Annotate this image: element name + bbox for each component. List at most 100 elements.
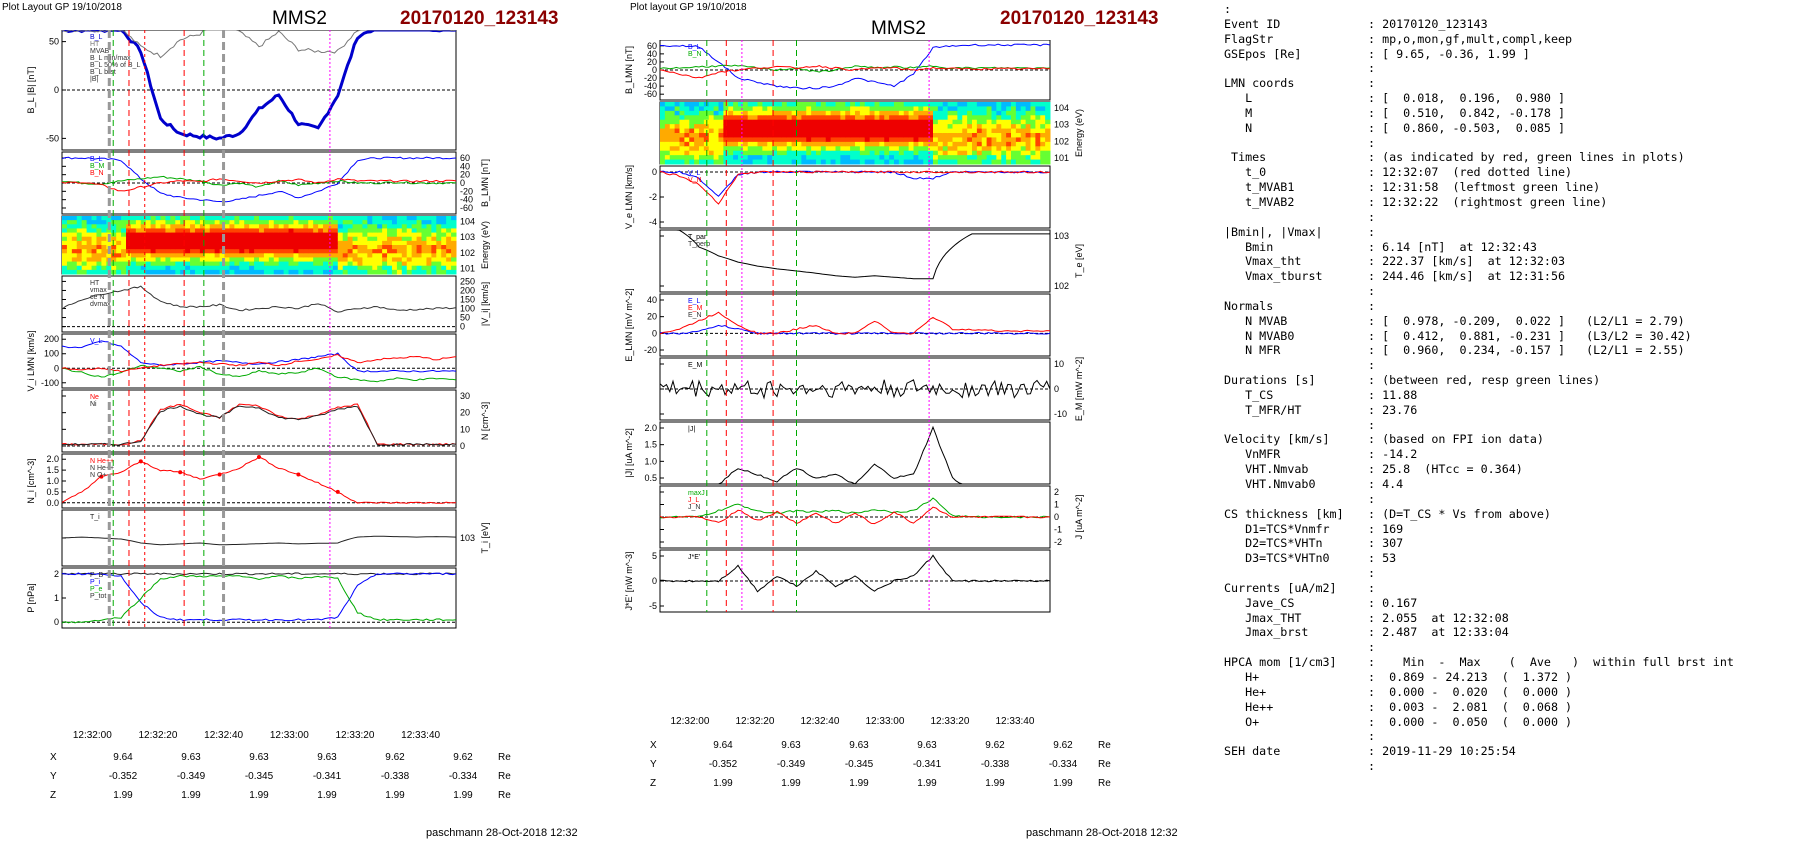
heatmap-cell — [1011, 141, 1017, 147]
heatmap-cell — [308, 236, 314, 242]
heatmap-cell — [830, 102, 836, 107]
heatmap-cell — [894, 115, 900, 121]
heatmap-cell — [263, 240, 270, 246]
heatmap-cell — [777, 102, 783, 107]
heatmap-cell — [288, 228, 294, 234]
heatmap-cell — [150, 228, 157, 234]
heatmap-cell — [1040, 102, 1046, 107]
heatmap-cell — [116, 261, 122, 267]
heatmap-cell — [835, 159, 841, 165]
heatmap-cell — [820, 119, 827, 125]
heatmap-cell — [855, 110, 861, 116]
summary-row: : — [1224, 210, 1799, 225]
heatmap-cell — [130, 220, 137, 225]
y-axis-label: J*E' [nW m^-3] — [624, 552, 634, 611]
summary-row: t_MVAB1: 12:31:58 (leftmost green line) — [1224, 180, 1799, 195]
heatmap-cell — [952, 137, 958, 143]
y-tick-label: 1.5 — [46, 465, 59, 475]
heatmap-cell — [416, 240, 423, 246]
heatmap-cell — [224, 249, 230, 254]
summary-value: : — [1368, 640, 1376, 655]
heatmap-cell — [91, 232, 97, 238]
heatmap-cell — [101, 257, 107, 263]
heatmap-cell — [332, 228, 339, 234]
heatmap-cell — [268, 265, 275, 271]
heatmap-cell — [293, 220, 299, 225]
heatmap-cell — [879, 119, 885, 125]
heatmap-cell — [111, 265, 117, 271]
heatmap-cell — [180, 257, 186, 263]
heatmap-cell — [742, 115, 749, 121]
y-tick-label: 2 — [1054, 487, 1059, 497]
heatmap-cell — [451, 265, 457, 271]
heatmap-cell — [313, 240, 319, 246]
heatmap-cell — [889, 137, 895, 143]
heatmap-cell — [742, 146, 749, 152]
heatmap-cell — [387, 249, 393, 254]
heatmap-cell — [140, 245, 147, 250]
series-B_N — [659, 65, 1050, 79]
right-header: Plot layout GP 19/10/2018 — [630, 2, 747, 13]
heatmap-cell — [337, 257, 344, 263]
heatmap-cell — [219, 240, 226, 246]
heatmap-cell — [942, 150, 949, 156]
heatmap-cell — [874, 119, 880, 125]
heatmap-cell — [825, 159, 832, 165]
y-axis-label: N_i [cm^-3] — [26, 458, 36, 503]
heatmap-cell — [669, 115, 676, 121]
heatmap-cell — [101, 232, 107, 238]
heatmap-cell — [121, 220, 127, 225]
time-tick-label: 12:32:00 — [72, 730, 112, 741]
heatmap-cell — [436, 249, 442, 254]
heatmap-cell — [446, 253, 452, 258]
heatmap-cell — [175, 232, 181, 238]
heatmap-cell — [1011, 159, 1017, 165]
heatmap-cell — [967, 110, 973, 116]
heatmap-cell — [382, 269, 388, 275]
heatmap-cell — [928, 155, 934, 161]
heatmap-cell — [801, 159, 807, 165]
heatmap-cell — [708, 150, 715, 156]
heatmap-cell — [879, 102, 885, 107]
heatmap-cell — [81, 249, 88, 254]
heatmap-cell — [1045, 106, 1051, 112]
heatmap-cell — [879, 150, 885, 156]
heatmap-cell — [757, 141, 763, 147]
heatmap-cell — [864, 137, 871, 143]
heatmap-cell — [1035, 146, 1041, 152]
heatmap-cell — [268, 245, 275, 250]
heatmap-cell — [850, 102, 856, 107]
heatmap-cell — [298, 224, 304, 229]
heatmap-cell — [145, 257, 152, 263]
heatmap-cell — [387, 269, 393, 275]
heatmap-cell — [898, 119, 905, 125]
y-tick-label: 1 — [1054, 500, 1059, 510]
heatmap-cell — [996, 102, 1002, 107]
heatmap-cell — [738, 115, 744, 121]
heatmap-cell — [111, 257, 117, 263]
summary-row: N MFR: [ 0.960, 0.234, -0.157 ] (L2/L1 =… — [1224, 343, 1799, 358]
heatmap-cell — [288, 245, 294, 250]
heatmap-cell — [185, 216, 191, 221]
summary-row: t_0: 12:32:07 (red dotted line) — [1224, 165, 1799, 180]
heatmap-cell — [278, 249, 285, 254]
heatmap-cell — [747, 128, 754, 134]
heatmap-cell — [991, 110, 997, 116]
heatmap-cell — [249, 249, 255, 254]
heatmap-cell — [879, 110, 885, 116]
heatmap-cell — [713, 146, 719, 152]
heatmap-cell — [786, 124, 793, 130]
heatmap-cell — [684, 159, 690, 165]
heatmap-cell — [259, 228, 265, 234]
heatmap-cell — [259, 269, 265, 275]
left-footer: paschmann 28-Oct-2018 12:32 — [426, 827, 578, 839]
heatmap-cell — [382, 253, 388, 258]
heatmap-cell — [441, 216, 447, 221]
heatmap-cell — [1001, 119, 1007, 125]
heatmap-cell — [278, 269, 285, 275]
heatmap-cell — [967, 115, 973, 121]
heatmap-cell — [884, 102, 890, 107]
heatmap-cell — [411, 228, 418, 234]
heatmap-cell — [308, 253, 314, 258]
heatmap-cell — [757, 119, 763, 125]
